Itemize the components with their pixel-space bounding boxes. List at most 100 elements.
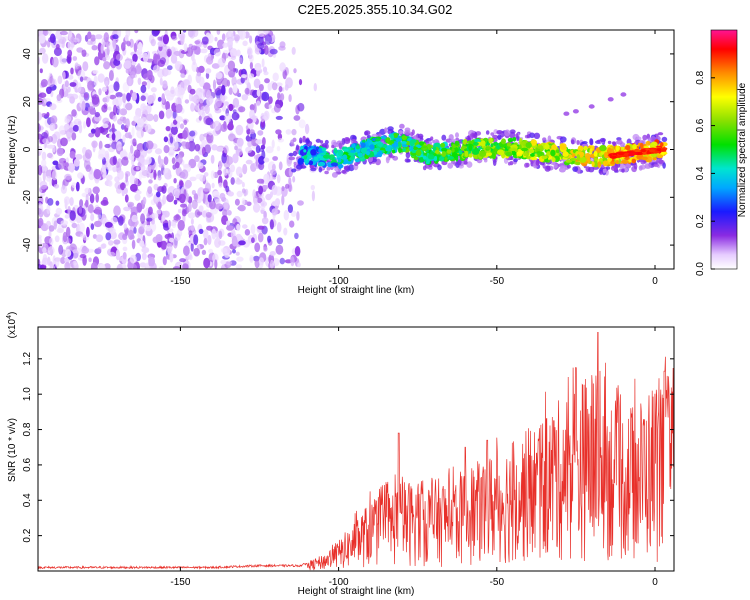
noise-blob [112, 166, 117, 173]
noise-blob [108, 251, 116, 257]
track-core [444, 156, 448, 163]
noise-blob [157, 41, 164, 47]
track-core [632, 143, 637, 150]
track-halo [616, 139, 623, 145]
track-halo [341, 138, 346, 145]
track-core [423, 155, 427, 160]
noise-blob [54, 257, 60, 268]
noise-blob [235, 177, 240, 185]
track-core [615, 160, 619, 164]
noise-blob [235, 148, 243, 156]
track-core [462, 139, 467, 145]
noise-blob [232, 249, 236, 254]
noise-blob [38, 30, 43, 37]
noise-blob [282, 69, 287, 80]
noise-blob [221, 77, 229, 88]
noise-blob [244, 229, 251, 236]
noise-blob [55, 30, 62, 40]
noise-blob [214, 97, 222, 108]
noise-blob [242, 163, 248, 175]
x-tick-label: 0 [652, 577, 658, 588]
noise-blob [112, 34, 119, 40]
track-halo [638, 165, 643, 171]
noise-blob [201, 139, 208, 146]
noise-blob [55, 207, 63, 215]
noise-blob [146, 69, 153, 80]
noise-blob [190, 45, 198, 51]
noise-blob [141, 252, 147, 261]
noise-blob [122, 93, 127, 104]
noise-blob [168, 133, 173, 138]
track-core [565, 159, 573, 163]
noise-blob [52, 160, 59, 166]
noise-blob [236, 256, 244, 262]
noise-blob [123, 223, 128, 230]
noise-blob [129, 174, 136, 185]
noise-blob [58, 161, 66, 170]
noise-blob [131, 155, 135, 167]
noise-blob [246, 118, 253, 124]
track-halo [441, 134, 447, 141]
noise-blob [279, 257, 285, 265]
noise-blob [86, 40, 93, 46]
noise-blob [238, 204, 246, 212]
noise-blob [181, 169, 189, 180]
noise-blob [194, 99, 200, 111]
noise-blob [203, 257, 211, 269]
noise-blob [258, 257, 264, 266]
noise-blob [92, 186, 100, 194]
noise-blob [184, 99, 190, 104]
noise-blob [138, 170, 142, 181]
noise-blob [238, 240, 246, 246]
spectrogram-noise-field [38, 30, 317, 269]
noise-blob [145, 123, 152, 133]
noise-blob [83, 121, 86, 129]
colorbar-ticks: 0.0 0.2 0.4 0.6 0.8 [695, 70, 715, 276]
noise-blob [238, 30, 246, 40]
noise-blob [200, 48, 208, 54]
noise-blob [49, 237, 54, 246]
noise-blob [38, 133, 43, 140]
track-core [546, 151, 551, 156]
noise-blob [140, 169, 148, 179]
noise-blob [193, 234, 199, 246]
noise-blob [102, 97, 108, 103]
noise-blob [122, 252, 127, 260]
track-core [373, 147, 381, 152]
noise-blob [276, 222, 282, 233]
noise-blob [227, 122, 234, 131]
noise-blob [236, 223, 241, 231]
noise-blob [252, 202, 261, 213]
noise-blob [294, 232, 299, 240]
noise-blob [120, 124, 125, 130]
track-halo [387, 126, 394, 131]
track-core [401, 135, 407, 141]
track-halo [599, 137, 606, 143]
noise-blob [174, 97, 178, 106]
noise-blob [95, 193, 99, 203]
noise-blob [206, 225, 213, 231]
noise-blob [262, 184, 269, 190]
track-core [615, 145, 620, 151]
noise-blob [241, 181, 245, 188]
noise-blob [129, 38, 134, 48]
noise-blob [256, 89, 261, 97]
noise-blob [53, 131, 61, 140]
track-core [434, 150, 440, 154]
noise-blob [113, 239, 121, 245]
noise-blob [76, 47, 84, 53]
track-halo [455, 137, 460, 141]
noise-blob [255, 139, 264, 145]
noise-blob [89, 193, 95, 204]
noise-blob [232, 218, 238, 226]
noise-blob [87, 106, 94, 113]
noise-blob [115, 92, 123, 98]
noise-blob [38, 34, 46, 44]
noise-blob [86, 117, 91, 128]
noise-blob [85, 164, 92, 172]
noise-blob [159, 77, 163, 86]
track-core [559, 143, 567, 150]
noise-blob [38, 123, 41, 133]
track-core [328, 154, 335, 161]
noise-blob [249, 35, 253, 44]
